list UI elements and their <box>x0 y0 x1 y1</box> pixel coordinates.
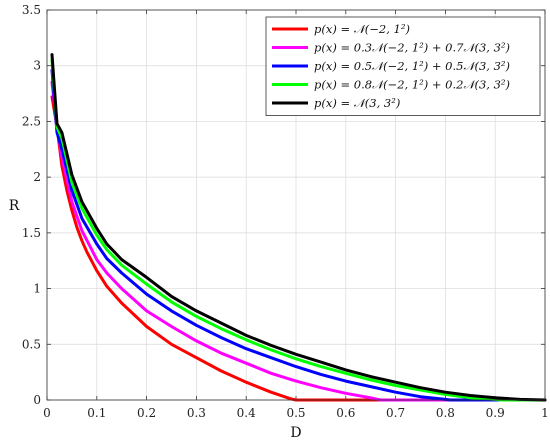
legend-label: p(x) = 𝒩(3, 3²) <box>314 96 400 110</box>
x-tick-label: 0.1 <box>87 406 106 420</box>
series-line-5 <box>50 53 547 402</box>
x-tick-label: 0.3 <box>187 406 206 420</box>
x-tick-label: 1 <box>541 406 549 420</box>
legend: p(x) = 𝒩(−2, 1²) p(x) = 0.3𝒩(−2, 1²) + 0.… <box>265 16 541 116</box>
y-tick-label: 0 <box>33 393 41 407</box>
x-tick-labels: 0 0.1 0.2 0.3 0.4 0.5 0.6 0.7 0.8 0.9 1 <box>43 406 549 420</box>
legend-label: p(x) = 0.8𝒩(−2, 1²) + 0.2𝒩(3, 3²) <box>314 78 510 92</box>
legend-label: p(x) = 𝒩(−2, 1²) <box>314 22 410 36</box>
x-tick-label: 0.5 <box>286 406 305 420</box>
legend-label: p(x) = 0.5𝒩(−2, 1²) + 0.5𝒩(3, 3²) <box>314 59 510 73</box>
series-line-4 <box>50 58 547 402</box>
x-tick-label: 0.8 <box>436 406 455 420</box>
legend-box <box>265 16 541 116</box>
y-tick-label: 1 <box>33 282 41 296</box>
legend-label: p(x) = 0.3𝒩(−2, 1²) + 0.7𝒩(3, 3²) <box>314 41 510 55</box>
y-tick-label: 3 <box>33 59 41 73</box>
x-tick-label: 0.6 <box>336 406 355 420</box>
x-tick-label: 0.7 <box>386 406 405 420</box>
y-tick-label: 0.5 <box>22 337 41 351</box>
x-axis-label: D <box>290 425 301 441</box>
y-tick-label: 1.5 <box>22 226 41 240</box>
y-tick-labels: 0 0.5 1 1.5 2 2.5 3 3.5 <box>22 3 41 407</box>
y-tick-label: 2.5 <box>22 114 41 128</box>
y-tick-label: 3.5 <box>22 3 41 17</box>
y-axis-label: R <box>9 198 20 214</box>
x-tick-label: 0.2 <box>137 406 156 420</box>
series-line-3 <box>50 68 547 402</box>
x-tick-label: 0.4 <box>237 406 256 420</box>
axes-box <box>46 9 546 401</box>
y-tick-label: 2 <box>33 170 41 184</box>
x-tick-label: 0.9 <box>486 406 505 420</box>
x-tick-label: 0 <box>43 406 51 420</box>
